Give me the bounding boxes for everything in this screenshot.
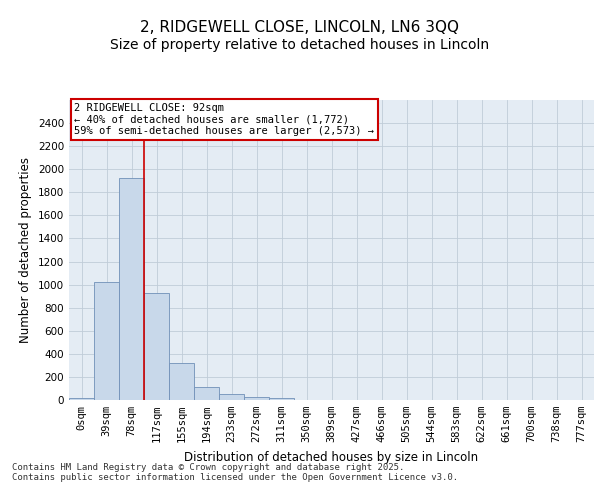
Bar — [94, 282, 119, 400]
Bar — [69, 398, 94, 400]
Y-axis label: Number of detached properties: Number of detached properties — [19, 157, 32, 343]
Bar — [119, 178, 144, 400]
Bar — [219, 394, 244, 400]
Bar — [169, 363, 194, 400]
Text: 2 RIDGEWELL CLOSE: 92sqm
← 40% of detached houses are smaller (1,772)
59% of sem: 2 RIDGEWELL CLOSE: 92sqm ← 40% of detach… — [74, 103, 374, 136]
X-axis label: Distribution of detached houses by size in Lincoln: Distribution of detached houses by size … — [184, 450, 479, 464]
Bar — [194, 388, 219, 400]
Bar — [144, 292, 169, 400]
Text: 2, RIDGEWELL CLOSE, LINCOLN, LN6 3QQ: 2, RIDGEWELL CLOSE, LINCOLN, LN6 3QQ — [140, 20, 460, 35]
Text: Size of property relative to detached houses in Lincoln: Size of property relative to detached ho… — [110, 38, 490, 52]
Bar — [269, 398, 294, 400]
Text: Contains HM Land Registry data © Crown copyright and database right 2025.
Contai: Contains HM Land Registry data © Crown c… — [12, 462, 458, 482]
Bar — [244, 396, 269, 400]
